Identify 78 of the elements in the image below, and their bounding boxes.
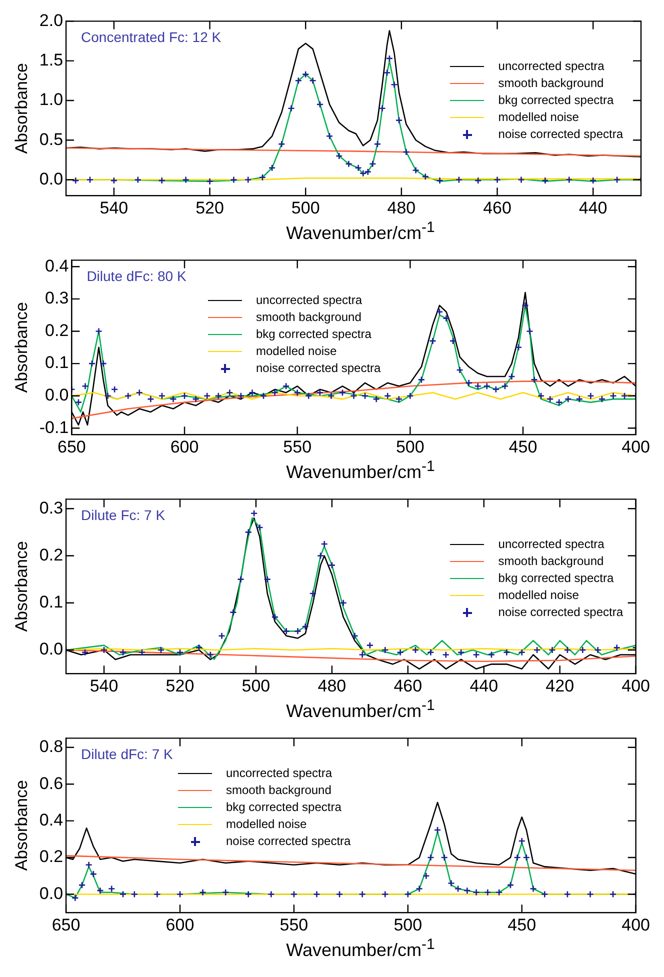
y-tick-label: 0.2 <box>39 545 64 564</box>
legend-label: smooth background <box>226 782 332 799</box>
x-tick-label: 600 <box>166 915 194 934</box>
x-tick-label: 440 <box>578 198 608 218</box>
x-tick-label: 540 <box>100 198 128 218</box>
x-tick-label: 540 <box>90 676 118 696</box>
x-axis-title: Wavenumber/cm$^{-1}$ <box>285 218 436 243</box>
legend-label: smooth background <box>498 553 604 570</box>
text: Dilute Fc: 7 K <box>81 507 166 524</box>
y-tick-label: 1.0 <box>39 90 64 110</box>
x-tick-label: 440 <box>470 676 498 696</box>
legend-label: uncorrected spectra <box>226 765 332 782</box>
y-tick-label: 0.4 <box>45 256 69 276</box>
y-tick-label: 2.0 <box>39 10 64 30</box>
y-tick-label: 0.0 <box>39 640 64 659</box>
y-tick-label: -0.1 <box>39 418 69 437</box>
y-axis-title: Absorbance <box>12 63 31 154</box>
y-tick-label: 0.0 <box>39 169 64 188</box>
x-tick-label: 450 <box>508 915 536 934</box>
x-tick-label: 650 <box>52 915 80 934</box>
legend-label: modelled noise <box>498 587 579 604</box>
y-tick-label: 0.1 <box>39 592 64 612</box>
y-tick-label: 0.0 <box>39 884 64 903</box>
legend-label: uncorrected spectra <box>256 292 362 309</box>
y-tick-label: 0.6 <box>39 774 64 793</box>
y-tick-label: 0.2 <box>45 320 69 340</box>
y-tick-label: 0.8 <box>39 737 64 756</box>
x-tick-label: 500 <box>396 437 424 456</box>
x-tick-label: 400 <box>622 676 650 696</box>
legend-label: noise corrected spectra <box>226 833 351 850</box>
legend-label: modelled noise <box>256 343 337 360</box>
legend-label: noise corrected spectra <box>256 360 381 377</box>
y-axis-title: Absorbance <box>12 302 31 393</box>
text: Dilute dFc: 80 K <box>86 268 187 284</box>
x-tick-label: 420 <box>546 676 574 696</box>
y-tick-label: 0.5 <box>39 130 64 149</box>
y-tick-label: 0.0 <box>45 386 69 405</box>
x-tick-label: 480 <box>387 198 416 218</box>
y-tick-label: 0.4 <box>39 810 64 830</box>
y-tick-label: 0.3 <box>45 288 69 308</box>
x-tick-label: 460 <box>483 198 512 218</box>
x-tick-label: 480 <box>318 676 346 696</box>
legend-label: bkg corrected spectra <box>498 570 614 587</box>
x-tick-label: 550 <box>280 915 308 934</box>
x-tick-label: 550 <box>283 437 312 456</box>
y-axis-title: Absorbance <box>12 780 31 871</box>
legend-label: smooth background <box>498 75 604 92</box>
x-axis-title: Wavenumber/cm$^{-1}$ <box>285 935 436 960</box>
legend-label: noise corrected spectra <box>498 604 623 621</box>
legend-label: bkg corrected spectra <box>256 326 372 343</box>
legend-label: modelled noise <box>498 109 579 126</box>
x-axis-title: Wavenumber/cm$^{-1}$ <box>285 696 436 721</box>
legend-label: bkg corrected spectra <box>498 92 614 109</box>
x-tick-label: 400 <box>622 915 650 934</box>
y-tick-label: 1.5 <box>39 50 64 70</box>
y-tick-label: 0.1 <box>45 353 69 372</box>
legend-label: bkg corrected spectra <box>226 799 342 816</box>
x-tick-label: 450 <box>508 437 538 456</box>
x-tick-label: 520 <box>196 198 224 218</box>
x-tick-label: 520 <box>166 676 194 696</box>
legend-label: uncorrected spectra <box>498 536 604 553</box>
x-tick-label: 600 <box>170 437 199 456</box>
x-tick-label: 500 <box>242 676 270 696</box>
y-tick-label: 0.3 <box>39 498 64 518</box>
y-axis-title: Absorbance <box>12 541 31 632</box>
legend-label: uncorrected spectra <box>498 58 604 75</box>
legend-label: noise corrected spectra <box>498 126 623 143</box>
x-tick-label: 500 <box>291 198 320 218</box>
legend-label: modelled noise <box>226 816 307 833</box>
x-axis-title: Wavenumber/cm$^{-1}$ <box>285 457 436 482</box>
x-tick-label: 650 <box>58 437 86 456</box>
legend-label: smooth background <box>256 309 362 326</box>
x-tick-label: 400 <box>622 437 650 456</box>
x-tick-label: 460 <box>394 676 422 696</box>
text: Dilute dFc: 7 K <box>81 746 174 762</box>
y-tick-label: 0.2 <box>39 847 64 866</box>
text: Concentrated Fc: 12 K <box>81 29 222 46</box>
x-tick-label: 500 <box>394 915 422 934</box>
